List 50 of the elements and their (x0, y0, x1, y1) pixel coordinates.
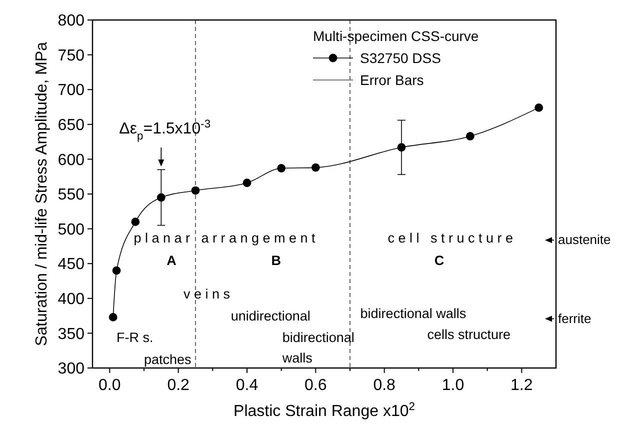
x-tick-label: 0.4 (236, 377, 258, 394)
legend-label: S32750 DSS (360, 50, 441, 66)
annotation: patches (144, 352, 192, 367)
annotation: walls (281, 350, 313, 366)
x-tick-label: 0.8 (373, 377, 396, 394)
point (466, 132, 474, 140)
annotation: c e l l s t r u c t u r e (388, 230, 514, 246)
annotation: Error Bars (360, 72, 424, 88)
annotation: p l a n a r a r r a n g e m e n t (134, 230, 316, 246)
annotation: bidirectional walls (360, 306, 466, 321)
x-tick-label: 1.0 (442, 377, 464, 394)
y-tick-label: 550 (58, 186, 85, 204)
annotation: bidirectional (282, 330, 354, 346)
x-axis-title: Plastic Strain Range x10$^{2}$ (234, 401, 415, 420)
y-tick-label: 650 (58, 117, 85, 134)
y-axis-title: Saturation / mid-life Stress Amplitude, MPa (34, 42, 50, 346)
point (242, 178, 252, 188)
annotation: F-R s. (116, 330, 154, 346)
x-tick-label: 0.6 (304, 377, 327, 394)
text: austenite (558, 232, 611, 248)
y-tick-label: 600 (58, 152, 85, 169)
y-tick-label: 300 (58, 360, 85, 378)
text: ferrite (558, 310, 592, 326)
point (112, 266, 121, 275)
point (277, 164, 286, 172)
annotation: cells structure (427, 326, 511, 342)
y-tick-label: 500 (58, 221, 85, 238)
point (397, 143, 406, 152)
annotation: C (434, 252, 444, 268)
y-tick-label: 450 (58, 256, 85, 274)
y-tick-label: 350 (58, 326, 85, 343)
point (131, 218, 140, 226)
point (156, 193, 166, 202)
annotation: Δε$_{p}$=1.5x10$^{-3}$ (119, 118, 211, 142)
y-tick-label: 750 (58, 47, 85, 64)
point (191, 186, 200, 195)
x-tick-label: 1.2 (510, 377, 533, 394)
annotation: unidirectional (230, 308, 310, 324)
point (108, 312, 118, 322)
point (311, 163, 320, 172)
annotation: A (166, 252, 177, 268)
point (534, 103, 544, 112)
x-tick-label: 0.0 (98, 377, 121, 394)
legend-title: Multi-specimen CSS-curve (313, 28, 479, 44)
annotation: v e i n s (183, 286, 230, 302)
annotation: B (271, 252, 282, 268)
y-tick-label: 400 (58, 291, 85, 308)
x-tick-label: 0.2 (167, 377, 190, 394)
y-tick-label: 800 (58, 12, 85, 30)
y-tick-label: 700 (58, 82, 85, 100)
